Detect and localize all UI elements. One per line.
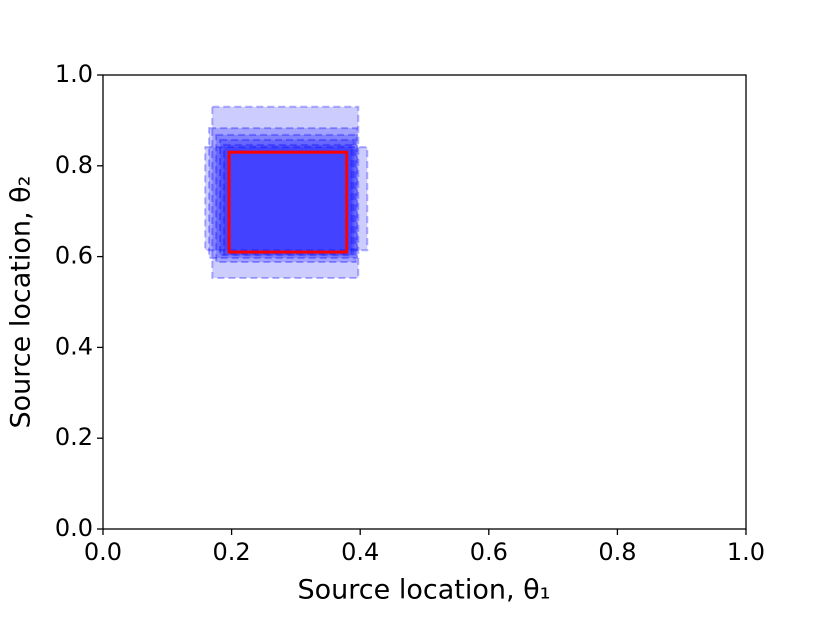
y-tick-label: 0.6: [55, 242, 93, 270]
region: [219, 138, 355, 257]
x-tick-label: 1.0: [727, 538, 765, 566]
y-axis-label: Source location, θ₂: [6, 176, 37, 429]
region: [208, 127, 358, 259]
y-tick-label: 1.0: [55, 60, 93, 88]
plot-frame: [102, 74, 747, 530]
x-axis-label: Source location, θ₁: [298, 575, 551, 606]
x-tick-label: 0.8: [598, 538, 636, 566]
x-tick-label: 0.2: [213, 538, 251, 566]
y-tick-label: 0.4: [55, 332, 93, 360]
region: [215, 133, 357, 264]
y-tick-label: 0.8: [55, 151, 93, 179]
region: [204, 146, 369, 252]
region: [211, 105, 360, 279]
highlight-region: [227, 150, 349, 254]
x-tick-label: 0.4: [341, 538, 379, 566]
region: [222, 143, 353, 256]
y-tick-label: 0.0: [55, 514, 93, 542]
x-tick-label: 0.6: [470, 538, 508, 566]
x-tick-label: 0.0: [84, 538, 122, 566]
y-tick-label: 0.2: [55, 423, 93, 451]
